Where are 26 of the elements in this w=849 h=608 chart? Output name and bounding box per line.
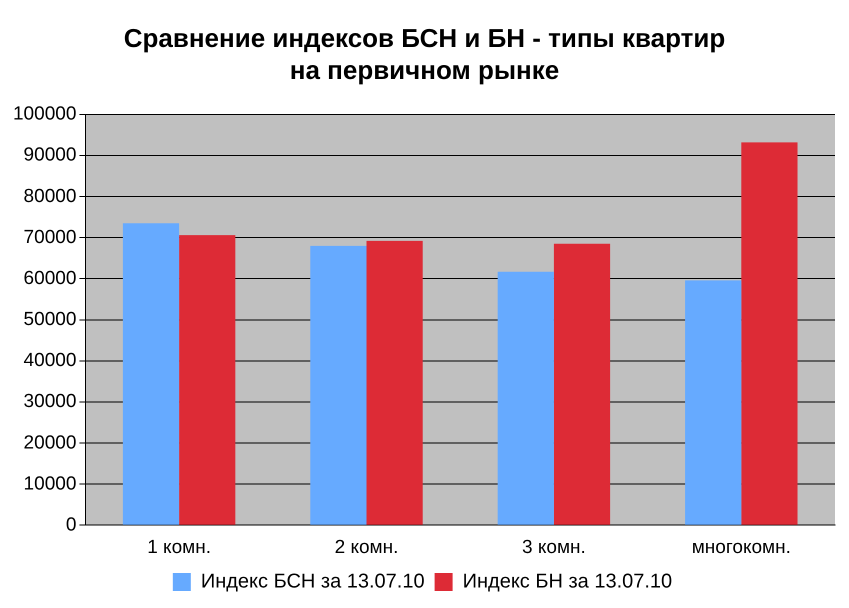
y-tick-label: 100000 <box>12 104 76 125</box>
bar <box>741 142 798 525</box>
bar <box>310 246 366 525</box>
y-tick-label: 10000 <box>24 473 76 494</box>
y-tick-label: 30000 <box>24 391 76 412</box>
bar <box>498 272 554 525</box>
bar <box>685 280 742 525</box>
y-tick-label: 70000 <box>24 226 76 248</box>
y-tick-label: 20000 <box>24 432 76 454</box>
y-tick-label: 0 <box>66 514 76 536</box>
x-tick-label: многокомн. <box>692 536 791 558</box>
legend-label: Индекс БСН за 13.07.10 <box>200 570 425 593</box>
x-tick-label: 1 комн. <box>147 536 211 558</box>
bar <box>179 235 236 525</box>
bar <box>366 240 423 525</box>
y-tick-label: 90000 <box>24 144 76 166</box>
y-tick-label: 40000 <box>24 350 76 372</box>
bar <box>122 223 180 525</box>
chart-title: Сравнение индексов БСН и БН - типы квартир на первичном рынке <box>122 22 726 86</box>
x-tick-label: 3 комн. <box>522 536 586 558</box>
y-tick-label: 80000 <box>24 186 76 207</box>
bar <box>554 244 610 525</box>
x-tick-label: 2 комн. <box>334 536 398 558</box>
y-tick-label: 50000 <box>24 309 76 330</box>
legend-label: Индекс БН за 13.07.10 <box>462 570 672 593</box>
y-tick-label: 60000 <box>24 268 76 289</box>
